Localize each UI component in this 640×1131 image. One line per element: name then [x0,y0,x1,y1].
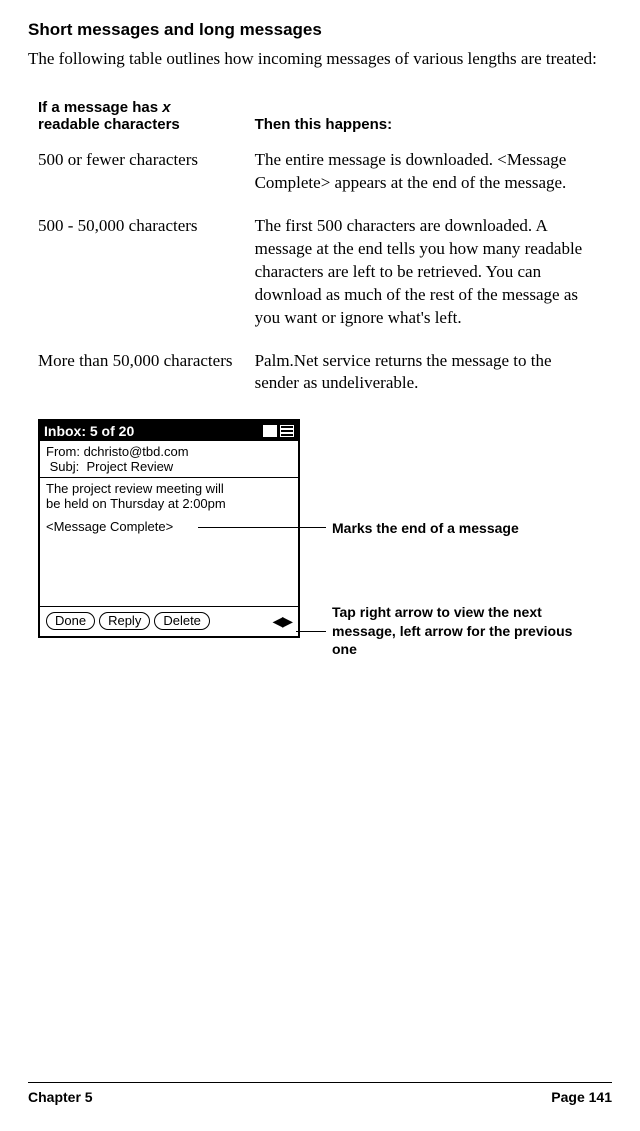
footer-chapter: Chapter 5 [28,1089,93,1105]
callout-arrows-hint: Tap right arrow to view the next message… [332,603,592,658]
header-col1-pre: If a message has [38,99,162,116]
message-body: The project review meeting will be held … [40,478,298,606]
subj-value: Project Review [87,459,174,474]
titlebar-icons [263,425,294,437]
table-cell: 500 or fewer characters [38,143,255,209]
reply-button[interactable]: Reply [99,612,150,630]
body-line: be held on Thursday at 2:00pm [46,497,292,512]
table-cell: More than 50,000 characters [38,344,255,410]
table-cell: The entire message is downloaded. <Messa… [255,143,608,209]
footer-page: Page 141 [551,1089,612,1105]
intro-paragraph: The following table outlines how incomin… [28,48,612,71]
table-header-col1: If a message has x readable characters [38,99,255,143]
callout-end-marker: Marks the end of a message [332,519,592,537]
inbox-titlebar: Inbox: 5 of 20 [40,421,298,441]
section-heading: Short messages and long messages [28,20,612,40]
callout-line-1 [198,527,326,528]
header-col1-x: x [162,99,170,116]
from-value: dchristo@tbd.com [84,444,189,459]
table-header-col2: Then this happens: [255,99,608,143]
page-footer: Chapter 5 Page 141 [28,1082,612,1105]
body-line: The project review meeting will [46,482,292,497]
done-button[interactable]: Done [46,612,95,630]
device-screenshot: Inbox: 5 of 20 From: dchristo@tbd.com Su… [38,419,300,638]
message-complete-marker: <Message Complete> [46,520,173,535]
header-col1-line2: readable characters [38,116,180,133]
delete-button[interactable]: Delete [154,612,210,630]
menu-icon [280,425,294,437]
message-rules-table: If a message has x readable characters T… [38,99,608,409]
table-cell: The first 500 characters are downloaded.… [255,209,608,344]
device-footer: Done Reply Delete ◀▶ [40,606,298,636]
subj-label: Subj: [50,459,80,474]
message-header: From: dchristo@tbd.com Subj: Project Rev… [40,441,298,478]
table-row: 500 or fewer characters The entire messa… [38,143,608,209]
nav-arrows[interactable]: ◀▶ [272,613,292,629]
window-icon [263,425,277,437]
table-cell: Palm.Net service returns the message to … [255,344,608,410]
table-cell: 500 - 50,000 characters [38,209,255,344]
table-row: More than 50,000 characters Palm.Net ser… [38,344,608,410]
from-label: From: [46,444,80,459]
inbox-title: Inbox: 5 of 20 [44,423,134,439]
table-row: 500 - 50,000 characters The first 500 ch… [38,209,608,344]
callout-line-2 [296,631,326,632]
